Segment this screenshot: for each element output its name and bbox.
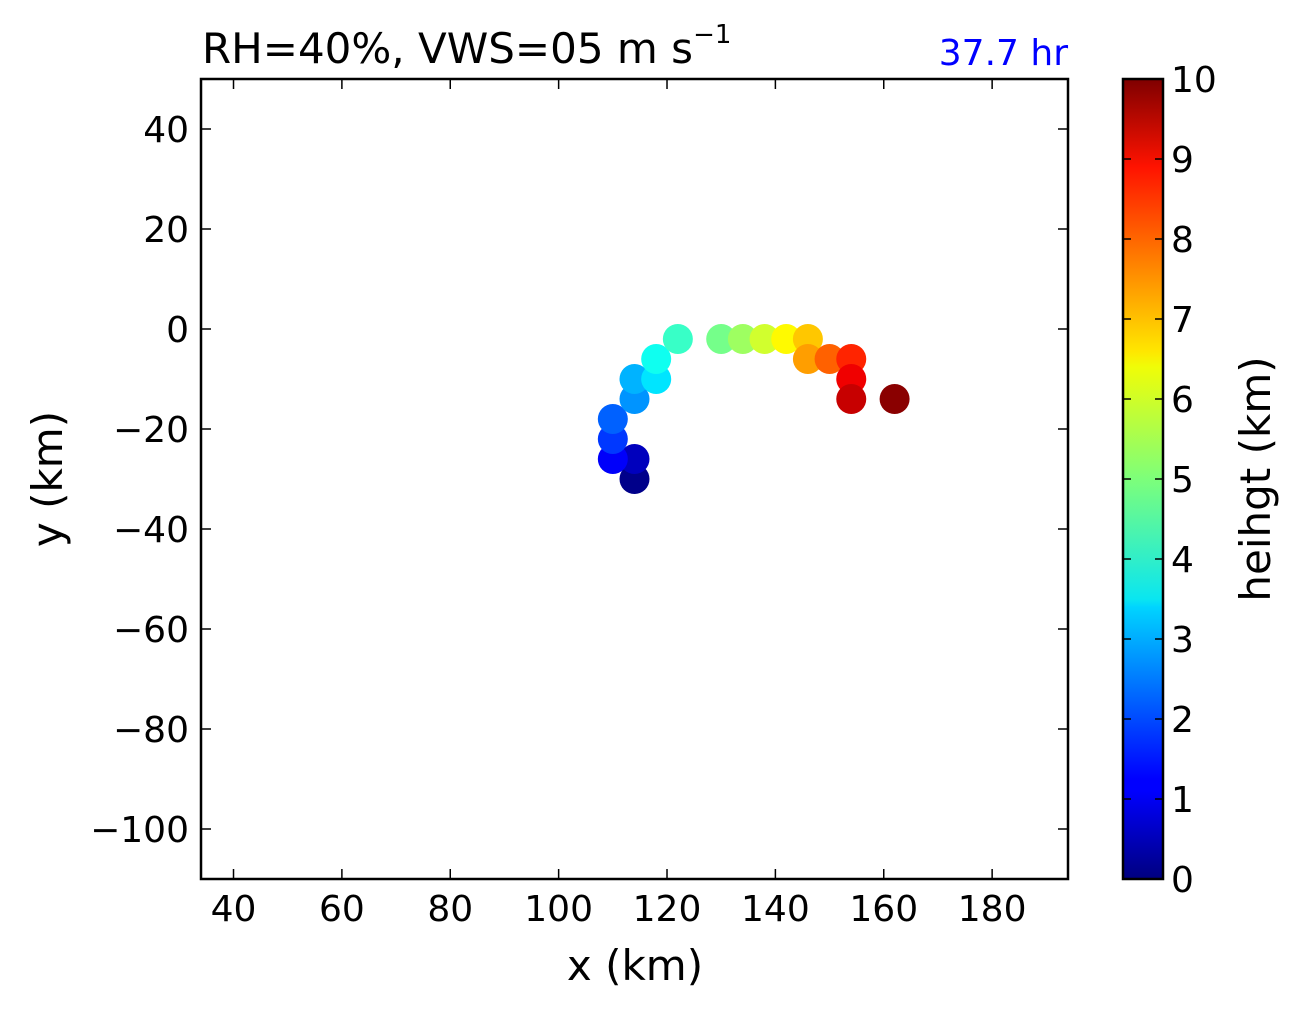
x-tick-labels: 40 60 80 100 120 140 160 180 [211,889,1027,930]
x-tick-label: 140 [741,889,810,930]
y-tick-labels: 40 20 0 −20 −40 −60 −80 −100 [90,110,189,851]
colorbar-tick-label: 8 [1171,220,1194,261]
x-tick-label: 80 [427,889,473,930]
chart-title-superscript: −1 [693,20,731,50]
colorbar-tick-label: 5 [1171,460,1194,501]
x-tick-label: 180 [958,889,1027,930]
scatter-point [749,324,780,354]
y-tick-label: −100 [90,810,189,851]
y-axis-label: y (km) [23,411,72,547]
x-tick-label: 40 [211,889,257,930]
tick-marks [201,79,1068,879]
colorbar-tick-label: 2 [1171,700,1194,741]
colorbar-tick-label: 1 [1171,780,1194,821]
scatter-point [619,364,650,394]
colorbar-ticks: 0 1 2 3 4 5 6 7 8 9 10 [1123,60,1217,901]
colorbar-tick-label: 6 [1171,380,1194,421]
y-tick-label: −40 [113,510,189,551]
chart-title: RH=40%, VWS=05 m s−1 [202,20,731,73]
scatter-point [771,324,802,354]
colorbar-tick-label: 0 [1171,860,1194,901]
time-label: 37.7 hr [939,33,1068,74]
scatter-point [727,324,758,354]
x-tick-label: 100 [524,889,593,930]
y-tick-label: 20 [143,210,189,251]
scatter-point [641,344,672,374]
y-tick-label: −80 [113,710,189,751]
scatter-point [706,324,737,354]
y-tick-label: 40 [143,110,189,151]
x-axis-label: x (km) [567,941,703,990]
y-tick-label: 0 [166,310,189,351]
colorbar-label: heihgt (km) [1231,356,1280,601]
scatter-point [597,404,628,434]
scatter-point [662,324,693,354]
scatter-point [619,444,650,474]
y-tick-label: −20 [113,410,189,451]
colorbar-tick-label: 10 [1171,60,1217,101]
colorbar-tick-label: 4 [1171,540,1194,581]
colorbar-tick-label: 7 [1171,300,1194,341]
scatter-point [879,384,910,414]
scatter-point [814,344,845,374]
x-tick-label: 160 [849,889,918,930]
y-tick-label: −60 [113,610,189,651]
scatter-point [792,344,823,374]
x-tick-label: 120 [633,889,702,930]
scatter-point [836,384,867,414]
colorbar-tick-label: 9 [1171,140,1194,181]
scatter-points [597,324,910,494]
colorbar-tick-label: 3 [1171,620,1194,661]
x-tick-label: 60 [319,889,365,930]
plot-frame [199,77,1070,881]
